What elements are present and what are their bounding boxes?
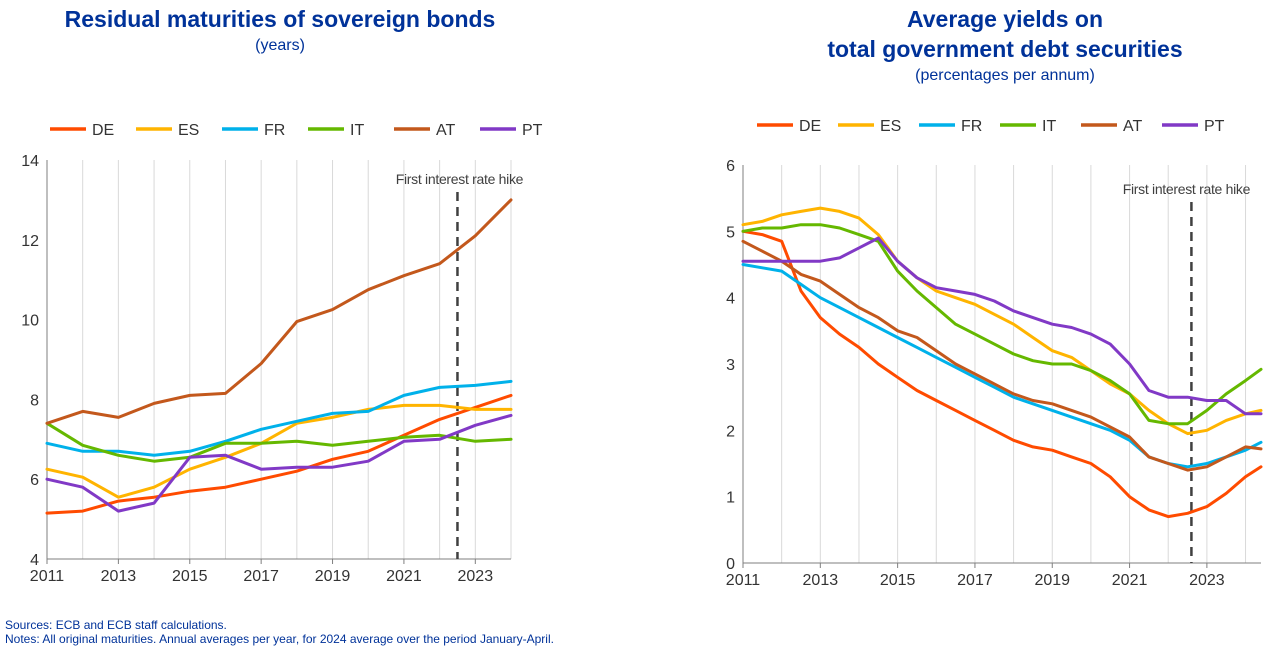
y-tick-label: 6 — [726, 158, 735, 175]
x-tick-label: 2017 — [243, 568, 279, 585]
legend-label-de: DE — [799, 118, 821, 135]
sources-note: Sources: ECB and ECB staff calculations. — [5, 618, 227, 632]
legend-label-de: DE — [92, 122, 114, 139]
y-tick-label: 5 — [726, 224, 735, 241]
x-tick-label: 2011 — [726, 572, 761, 589]
series-line-pt — [741, 236, 1263, 416]
y-tick-label: 2 — [726, 423, 735, 440]
y-tick-label: 10 — [21, 313, 39, 330]
series-line-es — [45, 403, 513, 499]
series-line-de — [45, 393, 513, 515]
series-line-fr — [45, 379, 513, 457]
chart-2: 0 1 2 3 4 5 6 2011 2013 2015 2017 2019 2021 2023 First… — [726, 118, 1263, 589]
y-tick-label: 8 — [30, 392, 39, 409]
notes-text: Notes: All original maturities. Annual a… — [5, 632, 554, 646]
right-chart-title-line1: Average yields on — [906, 6, 1103, 32]
left-chart-title: Residual maturities of sovereign bonds — [64, 6, 496, 32]
left-chart-subtitle: (years) — [255, 37, 305, 54]
x-tick-label: 2023 — [458, 568, 494, 585]
x-tick-label: 2017 — [957, 572, 993, 589]
legend-label-it: IT — [1042, 118, 1056, 135]
legend-label-pt: PT — [1204, 118, 1225, 135]
y-tick-label: 14 — [21, 153, 39, 170]
series-line-pt — [45, 413, 513, 513]
x-tick-label: 2021 — [386, 568, 422, 585]
legend-label-pt: PT — [522, 122, 543, 139]
legend-label-at: AT — [436, 122, 455, 139]
x-tick-label: 2023 — [1189, 572, 1225, 589]
series-line-fr — [741, 263, 1263, 469]
x-tick-label: 2013 — [803, 572, 839, 589]
x-tick-label: 2013 — [101, 568, 137, 585]
legend-label-at: AT — [1123, 118, 1142, 135]
y-tick-label: 3 — [726, 357, 735, 374]
legend-label-fr: FR — [961, 118, 982, 135]
series-line-at — [741, 239, 1263, 472]
y-tick-label: 4 — [726, 291, 735, 308]
x-tick-label: 2019 — [315, 568, 351, 585]
rate-hike-label: First interest rate hike — [1123, 181, 1251, 197]
y-tick-label: 12 — [21, 233, 39, 250]
x-tick-label: 2015 — [880, 572, 916, 589]
x-tick-label: 2019 — [1034, 572, 1070, 589]
rate-hike-label: First interest rate hike — [396, 171, 524, 187]
y-tick-label: 6 — [30, 472, 39, 489]
legend-label-es: ES — [178, 122, 199, 139]
legend-label-it: IT — [350, 122, 364, 139]
right-chart-subtitle: (percentages per annum) — [915, 67, 1095, 84]
right-chart-title-line2: total government debt securities — [827, 36, 1183, 62]
y-tick-label: 0 — [726, 556, 735, 573]
chart-1: 4 6 8 10 12 14 2011 2013 2015 2017 2019 2021 2023 Fir… — [21, 122, 542, 585]
x-tick-label: 2021 — [1112, 572, 1148, 589]
series-line-it — [741, 223, 1263, 426]
y-tick-label: 4 — [30, 552, 39, 569]
y-tick-label: 1 — [726, 490, 735, 507]
series-line-it — [45, 421, 513, 463]
series-line-es — [741, 206, 1263, 436]
series-line-de — [741, 229, 1263, 519]
legend-label-es: ES — [880, 118, 901, 135]
legend-label-fr: FR — [264, 122, 285, 139]
series-line-at — [45, 198, 513, 425]
x-tick-label: 2015 — [172, 568, 208, 585]
x-tick-label: 2011 — [30, 568, 65, 585]
